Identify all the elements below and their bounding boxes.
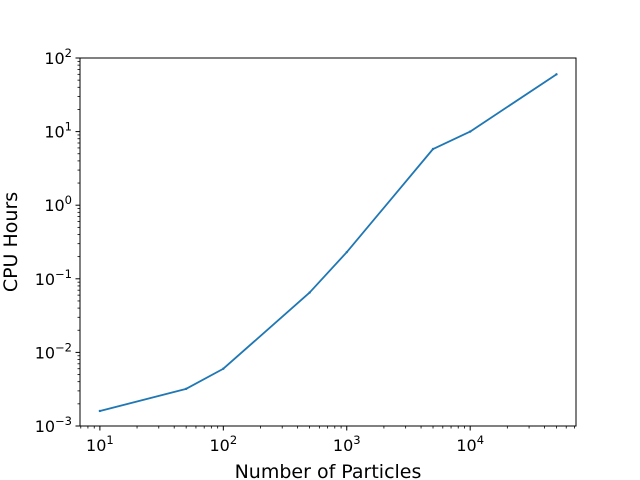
data-point [468, 130, 472, 133]
y-tick-label: 102 [44, 46, 72, 68]
y-tick-label: 10−3 [35, 414, 72, 436]
x-tick-label: 104 [456, 433, 484, 455]
x-tick-label: 101 [86, 433, 114, 455]
data-point [555, 73, 558, 76]
x-tick-label: 102 [209, 433, 237, 455]
x-tick-label: 103 [333, 433, 361, 455]
y-tick-label: 100 [44, 193, 72, 215]
tick-group: 101 102 103 104 10−3 10−2 10−1 100 101 102 [35, 46, 575, 455]
y-tick-label: 10−2 [35, 340, 72, 362]
data-point [184, 387, 188, 391]
data-point [98, 409, 102, 413]
data-point [308, 291, 311, 294]
y-axis-label: CPU Hours [0, 192, 22, 292]
series-group [98, 73, 558, 413]
plot-frame [79, 57, 577, 427]
x-axis-label: Number of Particles [235, 461, 422, 480]
y-tick-label: 10−1 [35, 267, 72, 289]
data-point [431, 147, 435, 151]
y-tick-label: 101 [44, 120, 72, 142]
data-point [222, 367, 225, 370]
series-line [98, 73, 558, 413]
data-point [345, 250, 348, 254]
